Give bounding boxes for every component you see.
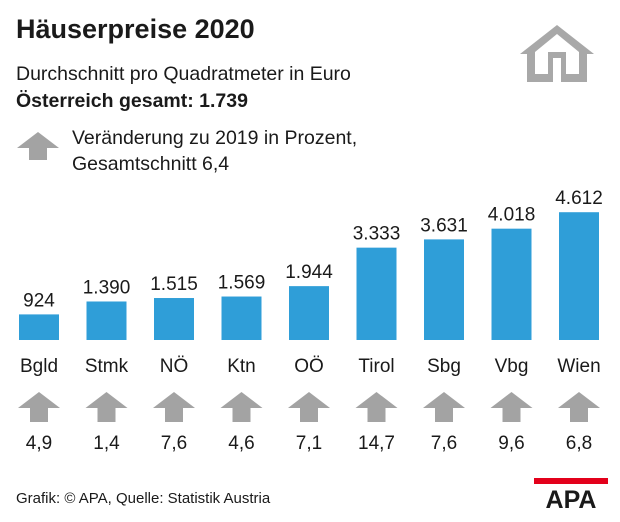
value-label: 4.018 — [488, 205, 536, 226]
bar — [221, 296, 262, 340]
bar — [491, 228, 532, 340]
apa-logo: APA — [534, 478, 608, 512]
arrow-up-icon — [17, 132, 59, 160]
arrow-up-icon — [288, 392, 330, 422]
bar — [424, 239, 464, 340]
value-label: 3.631 — [420, 215, 468, 236]
value-label: 4.612 — [555, 188, 603, 209]
category-label: Stmk — [85, 356, 129, 377]
apa-logo-text: APA — [546, 486, 597, 512]
value-label: 3.333 — [353, 224, 401, 245]
arrow-up-icon — [18, 392, 60, 422]
arrow-up-icon — [490, 392, 533, 422]
arrow-up-icon — [558, 392, 600, 422]
change-label: 4,6 — [228, 433, 254, 454]
change-label: 6,8 — [566, 433, 592, 454]
house-icon — [520, 25, 594, 82]
arrow-up-icon — [423, 392, 465, 422]
source-note: Grafik: © APA, Quelle: Statistik Austria — [16, 490, 271, 507]
value-label: 924 — [23, 290, 55, 311]
arrow-up-icon — [85, 392, 128, 422]
page-title: Häuserpreise 2020 — [16, 14, 255, 44]
value-label: 1.515 — [150, 274, 198, 295]
value-label: 1.569 — [218, 273, 266, 294]
change-label: 9,6 — [498, 433, 524, 454]
category-label: NÖ — [160, 356, 189, 377]
change-label: 7,1 — [296, 433, 322, 454]
legend-line-2: Gesamtschnitt 6,4 — [72, 153, 230, 175]
chart-subtitle: Durchschnitt pro Quadratmeter in Euro — [16, 63, 351, 85]
category-label: Ktn — [227, 356, 256, 377]
arrow-up-icon — [220, 392, 263, 422]
category-label: Tirol — [358, 356, 394, 377]
category-label: Wien — [557, 356, 600, 377]
change-label: 4,9 — [26, 433, 52, 454]
bar — [356, 247, 397, 340]
change-label: 7,6 — [161, 433, 187, 454]
austria-total: Österreich gesamt: 1.739 — [16, 90, 248, 112]
bar — [289, 286, 329, 340]
change-label: 7,6 — [431, 433, 457, 454]
bar — [19, 314, 59, 340]
change-label: 14,7 — [358, 433, 395, 454]
value-label: 1.390 — [83, 277, 131, 298]
bar — [154, 298, 194, 340]
arrow-up-icon — [355, 392, 398, 422]
bar-chart: 924 Bgld 4,9 1.390 Stmk 1,4 1.515 NÖ 7,6 1.569 Ktn… — [18, 188, 603, 454]
category-label: OÖ — [294, 356, 324, 377]
arrow-up-icon — [153, 392, 195, 422]
legend-line-1: Veränderung zu 2019 in Prozent, — [72, 127, 358, 149]
value-label: 1.944 — [285, 262, 333, 283]
category-label: Sbg — [427, 356, 461, 377]
category-label: Bgld — [20, 356, 58, 377]
bar — [559, 212, 599, 340]
bar — [86, 301, 127, 340]
change-label: 1,4 — [93, 433, 120, 454]
category-label: Vbg — [495, 356, 529, 377]
